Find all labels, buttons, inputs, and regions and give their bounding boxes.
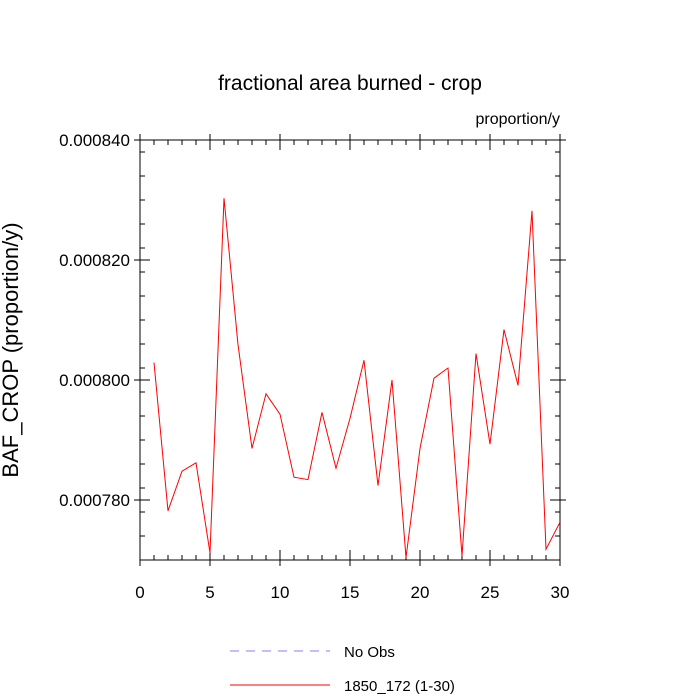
legend: No Obs 1850_172 (1-30)	[230, 644, 455, 695]
x-tick-label: 20	[411, 583, 430, 602]
y-tick-labels: 0.000780 0.000800 0.000820 0.000840	[59, 131, 130, 510]
series-group	[153, 198, 560, 558]
x-tick-label: 30	[551, 583, 570, 602]
y-tick-label: 0.000840	[59, 131, 130, 150]
x-tick-label: 25	[481, 583, 500, 602]
y-axis-label: BAF_CROP (proportion/y)	[0, 222, 23, 477]
legend-label-no-obs: No Obs	[344, 644, 395, 661]
x-tick-label: 10	[271, 583, 290, 602]
x-tick-label: 15	[341, 583, 360, 602]
x-tick-labels: 0 5 10 15 20 25 30	[135, 583, 569, 602]
plot-frame	[139, 139, 561, 561]
x-tick-label: 0	[135, 583, 144, 602]
legend-label-1850-172: 1850_172 (1-30)	[344, 678, 455, 695]
units-label: proportion/y	[476, 111, 561, 128]
y-tick-label: 0.000780	[59, 491, 130, 510]
chart-title: fractional area burned - crop	[218, 72, 482, 95]
series-line-0	[153, 198, 560, 558]
axis-ticks	[134, 134, 566, 566]
y-tick-label: 0.000800	[59, 371, 130, 390]
x-tick-label: 5	[205, 583, 214, 602]
y-tick-label: 0.000820	[59, 251, 130, 270]
